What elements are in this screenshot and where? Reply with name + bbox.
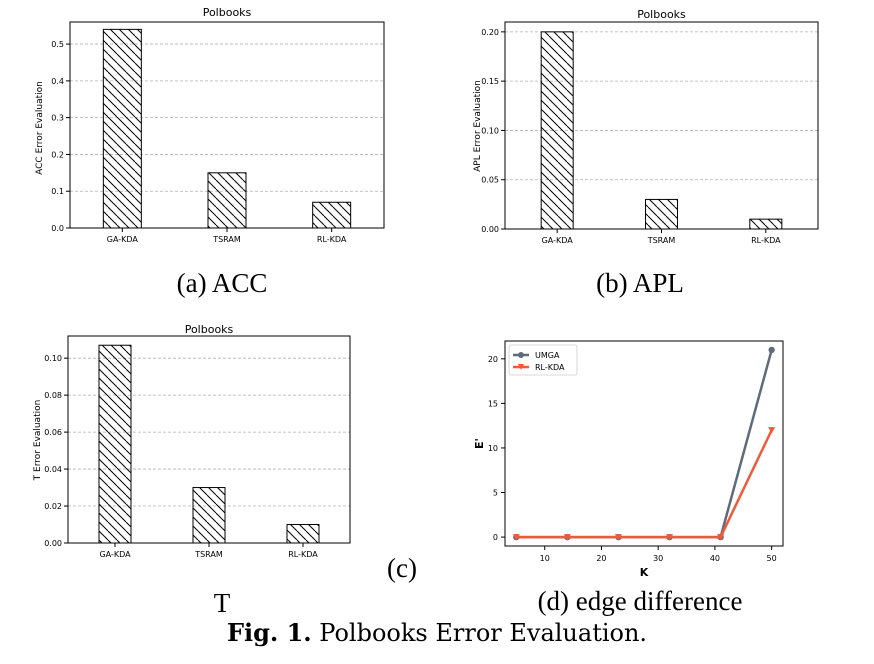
bar-ga-kda [98, 344, 132, 544]
y-tick-label: 0.4 [51, 77, 64, 86]
x-tick-label: 30 [653, 554, 663, 563]
y-tick-label: 0.15 [481, 77, 499, 86]
y-tick-label: 0.5 [51, 40, 64, 49]
chart-title: Polbooks [185, 323, 234, 336]
caption-c-text: T [214, 588, 231, 618]
y-tick-label: 0.02 [44, 502, 62, 511]
y-tick-label: 0.06 [44, 428, 62, 437]
legend-label-umga: UMGA [535, 351, 560, 360]
y-tick-label: 0.00 [481, 225, 499, 234]
legend-marker [518, 364, 524, 370]
caption-d: (d) edge difference [538, 586, 743, 616]
x-tick-label: 40 [710, 554, 720, 563]
x-axis-label: K [640, 566, 649, 579]
figure-caption: Fig. 1. Polbooks Error Evaluation. [0, 618, 874, 647]
y-tick-label: 0.3 [51, 114, 64, 123]
caption-b: (b) APL [596, 268, 684, 298]
y-tick-label: 0.08 [44, 391, 62, 400]
bar-ga-kda [102, 28, 142, 229]
data-point-umga [768, 346, 775, 354]
data-point-rl-kda [614, 534, 622, 541]
x-tick-label: TSRAM [647, 236, 676, 245]
chart-edge-difference: 0 5 10 15 20 10 20 30 40 50 K E' UMGA RL-KDA [473, 340, 784, 579]
bar-tsram [645, 198, 678, 230]
y-tick-label: 0 [493, 533, 498, 542]
y-axis-label: E' [473, 438, 486, 449]
x-tick-label: 10 [540, 554, 550, 563]
y-axis-label: ACC Error Evaluation [35, 81, 45, 175]
x-tick-label: TSRAM [212, 235, 241, 244]
x-tick-label: GA-KDA [99, 550, 131, 559]
data-point-rl-kda [768, 427, 776, 434]
x-tick-label: 50 [767, 554, 777, 563]
y-tick-label: 0.10 [481, 126, 499, 135]
bar-tsram [192, 487, 226, 544]
series-line-rl-kda [516, 429, 773, 539]
chart-acc: 0.0 0.1 0.2 0.3 0.4 0.5 GA-KDA TSRAM RL-KDA Polbo… [35, 6, 385, 244]
figure-caption-text: Polbooks Error Evaluation. [319, 619, 648, 647]
x-tick-label: RL-KDA [288, 550, 318, 559]
bar-rl-kda [749, 218, 783, 230]
x-tick-label: GA-KDA [542, 236, 574, 245]
chart-title: Polbooks [203, 6, 252, 19]
x-tick-label: RL-KDA [751, 236, 781, 245]
y-axis-label: APL Error Evaluation [473, 80, 483, 172]
x-tick-label: 20 [596, 554, 606, 563]
y-tick-label: 0.00 [44, 539, 62, 548]
legend-marker [518, 352, 524, 358]
x-tick-label: TSRAM [194, 550, 223, 559]
caption-a: (a) ACC [177, 268, 268, 298]
y-tick-label: 10 [488, 444, 498, 453]
bar-tsram [207, 172, 247, 229]
plot-frame [504, 340, 784, 547]
y-tick-label: 20 [488, 355, 498, 364]
y-tick-label: 0.0 [51, 224, 64, 233]
bar-ga-kda [540, 31, 574, 230]
y-tick-label: 15 [488, 399, 498, 408]
chart-t: 0.00 0.02 0.04 0.06 0.08 0.10 GA-KDA TSRAM RL-KD… [33, 323, 351, 559]
y-axis-label: T Error Evaluation [33, 400, 43, 482]
caption-c-label: (c) [387, 553, 417, 583]
x-tick-label: GA-KDA [107, 235, 139, 244]
y-tick-label: 0.1 [51, 187, 64, 196]
x-tick-label: RL-KDA [317, 235, 347, 244]
data-point-rl-kda [563, 534, 571, 541]
figure-caption-label: Fig. 1. [226, 618, 312, 647]
chart-apl: 0.00 0.05 0.10 0.15 0.20 GA-KDA TSRAM RL-KDA Pol… [473, 8, 819, 245]
legend-label-rl-kda: RL-KDA [535, 363, 565, 372]
y-tick-label: 0.20 [481, 28, 499, 37]
bar-rl-kda [286, 524, 320, 544]
y-tick-label: 0.10 [44, 354, 62, 363]
data-point-rl-kda [666, 534, 674, 541]
y-tick-label: 0.05 [481, 176, 499, 185]
data-point-rl-kda [717, 534, 725, 541]
data-point-rl-kda [512, 534, 520, 541]
y-tick-label: 5 [493, 489, 498, 498]
chart-title: Polbooks [637, 8, 686, 21]
bar-rl-kda [312, 201, 352, 229]
y-tick-label: 0.04 [44, 465, 62, 474]
y-tick-label: 0.2 [51, 150, 64, 159]
